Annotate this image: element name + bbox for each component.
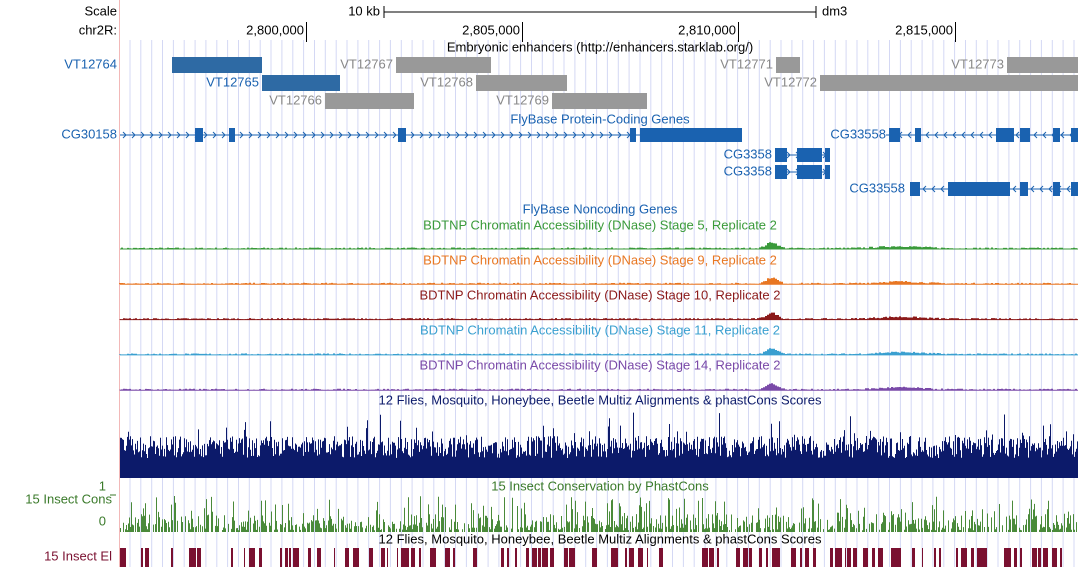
ruler-tick-label: 2,800,000: [246, 22, 304, 37]
enhancer: [820, 75, 1078, 91]
track-title: 12 Flies, Mosquito, Honeybee, Beetle Mul…: [379, 392, 822, 407]
enhancer: [476, 75, 567, 91]
track-title: 15 Insect Conservation by PhastCons: [491, 478, 709, 493]
conservation-bars: [120, 496, 1077, 532]
enhancer-label: VT12765: [206, 74, 259, 89]
ruler-tick-label: 2,810,000: [678, 22, 736, 37]
gene-label: CG30158: [61, 126, 117, 141]
track-title: FlyBase Noncoding Genes: [523, 201, 678, 216]
enhancer: [172, 57, 262, 73]
exon: [1071, 182, 1078, 196]
track-title: BDTNP Chromatin Accessibility (DNase) St…: [419, 357, 780, 372]
exon: [195, 128, 203, 142]
axis-min: 0: [99, 513, 106, 528]
enhancer-label: VT12766: [269, 92, 322, 107]
enhancer-label: VT12771: [720, 56, 773, 71]
track-title: FlyBase Protein-Coding Genes: [510, 111, 690, 126]
track-title: BDTNP Chromatin Accessibility (DNase) St…: [420, 322, 780, 337]
enhancer: [776, 57, 800, 73]
exon: [996, 128, 1014, 142]
scale-bar: [383, 6, 817, 18]
exon: [229, 128, 235, 142]
enhancer: [396, 57, 491, 73]
track-title: BDTNP Chromatin Accessibility (DNase) St…: [419, 287, 780, 302]
track-label: 15 Insect El: [44, 548, 112, 563]
enhancer: [262, 75, 340, 91]
exon: [825, 165, 830, 179]
gene-label: CG33558: [849, 180, 905, 195]
exon: [630, 128, 636, 142]
ruler-tick-label: 2,815,000: [895, 22, 953, 37]
conservation-bars: [120, 412, 1078, 478]
enhancer-label: VT12768: [420, 74, 473, 89]
gene-label: CG33558: [830, 126, 886, 141]
track-title: BDTNP Chromatin Accessibility (DNase) St…: [423, 217, 777, 232]
exon: [775, 165, 787, 179]
scale-size: 10 kb: [348, 3, 380, 18]
conserved-elements: [120, 548, 1062, 567]
enhancer-label: VT12769: [496, 92, 549, 107]
scale-label: Scale: [84, 3, 117, 18]
track-title: BDTNP Chromatin Accessibility (DNase) St…: [423, 252, 777, 267]
exon: [910, 182, 920, 196]
exon: [1020, 128, 1030, 142]
gene-line: [886, 131, 1078, 139]
gene-label: CG3358: [724, 146, 772, 161]
exon: [889, 128, 900, 142]
guide-lines: [129, 40, 1075, 567]
assembly: dm3: [822, 3, 847, 18]
enhancer-label: VT12772: [764, 74, 817, 89]
track-label: 15 Insect Cons: [25, 491, 112, 506]
axis-max: 1: [99, 478, 106, 493]
enhancer-label: VT12773: [951, 56, 1004, 71]
exon: [948, 182, 1010, 196]
enhancer: [552, 93, 647, 109]
exon: [915, 128, 921, 142]
enhancer-label: VT12764: [64, 56, 117, 71]
chrom-label: chr2R:: [79, 22, 117, 37]
exon: [1053, 128, 1060, 142]
enhancer-label: VT12767: [340, 56, 393, 71]
exon: [398, 128, 406, 142]
gene-label: CG3358: [724, 163, 772, 178]
exon: [1053, 182, 1060, 196]
ruler-tick-label: 2,805,000: [462, 22, 520, 37]
exon: [640, 128, 742, 142]
exon: [797, 148, 822, 162]
track-title: 12 Flies, Mosquito, Honeybee, Beetle Mul…: [379, 531, 822, 546]
enhancer: [1007, 57, 1078, 73]
enhancer: [325, 93, 414, 109]
track-title: Embryonic enhancers (http://enhancers.st…: [447, 39, 753, 54]
exon: [797, 165, 822, 179]
exon: [775, 148, 787, 162]
exon: [1071, 128, 1078, 142]
exon: [1020, 182, 1028, 196]
exon: [825, 148, 830, 162]
